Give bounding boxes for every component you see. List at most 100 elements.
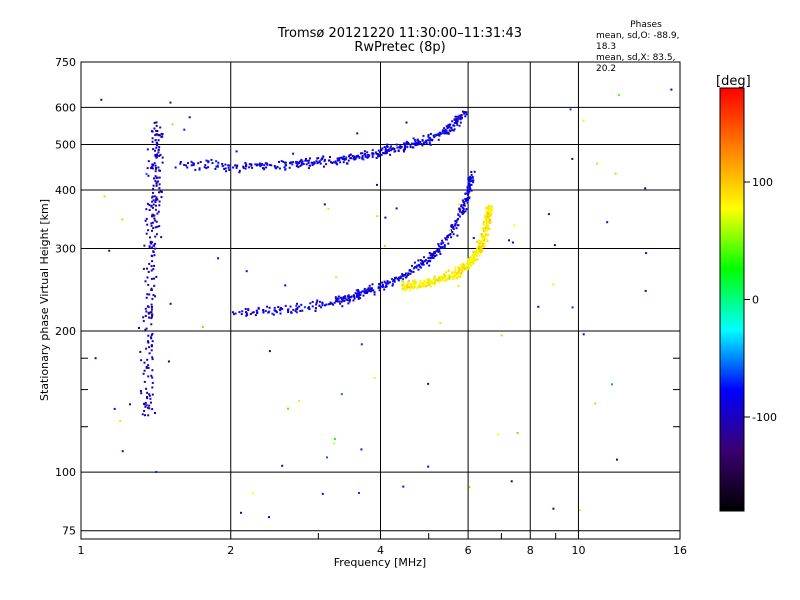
data-point [467, 191, 470, 194]
data-point [461, 266, 464, 269]
data-point [154, 153, 157, 156]
data-point [416, 138, 419, 141]
data-point [150, 308, 153, 311]
data-point [142, 267, 145, 270]
data-point [268, 310, 271, 313]
data-point [327, 207, 330, 210]
data-point [437, 250, 440, 253]
data-point [155, 220, 158, 223]
data-point [409, 269, 412, 272]
data-point [427, 256, 430, 259]
data-point [156, 153, 159, 156]
data-point [388, 281, 391, 284]
data-point [287, 309, 289, 311]
data-point [419, 281, 422, 284]
data-point [155, 196, 158, 199]
data-point [151, 196, 154, 199]
data-point [416, 287, 419, 290]
data-point [361, 156, 364, 159]
data-point [466, 268, 469, 271]
data-point [224, 167, 227, 170]
data-point [296, 306, 299, 309]
data-point [386, 280, 389, 283]
data-point [416, 143, 419, 146]
data-point [418, 284, 421, 287]
data-point [223, 168, 226, 170]
data-point [150, 345, 153, 348]
data-point [411, 146, 414, 149]
y-tick-label: 75 [62, 525, 76, 538]
data-point [416, 264, 419, 267]
y-tick-label: 500 [55, 139, 76, 152]
phase-statistics-o-mode: mean, sd,O: -88.9, 18.3 [596, 31, 680, 52]
data-point [427, 465, 430, 468]
data-point [337, 300, 340, 303]
data-point [197, 162, 200, 165]
data-point [407, 142, 410, 145]
data-point [472, 181, 475, 184]
data-point [485, 219, 488, 222]
data-point [258, 162, 261, 165]
data-point [402, 274, 405, 277]
data-point [349, 153, 352, 156]
data-point [207, 160, 210, 163]
data-point [146, 202, 149, 205]
data-point [426, 284, 428, 287]
data-point [645, 252, 648, 255]
data-point [216, 164, 219, 167]
data-point [387, 148, 390, 151]
data-point [366, 151, 369, 154]
data-point [490, 207, 493, 210]
data-point [311, 300, 314, 303]
data-point [151, 297, 154, 300]
data-point [449, 123, 452, 126]
data-point [378, 283, 381, 286]
data-point [428, 252, 431, 254]
data-point [190, 160, 193, 163]
data-point [154, 219, 157, 222]
data-point [426, 278, 429, 281]
data-point [300, 163, 303, 166]
data-point [151, 393, 154, 396]
data-point [203, 166, 206, 169]
data-point [307, 161, 310, 164]
data-point [401, 279, 404, 282]
data-point [250, 164, 253, 167]
data-point [429, 143, 432, 146]
data-point [145, 310, 148, 313]
data-point [431, 256, 433, 259]
data-point [482, 238, 485, 241]
data-point [151, 137, 154, 140]
data-point [511, 241, 514, 244]
data-point [385, 149, 388, 152]
data-point [363, 287, 366, 290]
data-point [148, 209, 151, 211]
data-point [174, 166, 177, 169]
data-point [366, 292, 368, 294]
data-point [414, 140, 417, 143]
data-point [476, 258, 479, 261]
data-point [140, 392, 143, 395]
data-point [333, 442, 336, 445]
data-point [295, 165, 298, 168]
data-point [452, 275, 455, 278]
data-point [149, 240, 152, 243]
data-point [214, 167, 217, 170]
data-point [367, 155, 370, 158]
data-point [143, 244, 146, 247]
data-point [347, 296, 350, 299]
data-point [159, 190, 162, 193]
data-point [463, 204, 466, 207]
data-point [482, 223, 485, 226]
data-point [403, 283, 406, 286]
data-point [480, 233, 483, 236]
data-point [254, 314, 257, 317]
data-point [462, 264, 465, 267]
data-point [157, 151, 160, 154]
data-point [408, 284, 411, 287]
data-point [322, 155, 325, 158]
data-point [274, 166, 277, 169]
data-point [458, 117, 461, 120]
data-point [413, 285, 416, 288]
data-point [342, 296, 345, 298]
